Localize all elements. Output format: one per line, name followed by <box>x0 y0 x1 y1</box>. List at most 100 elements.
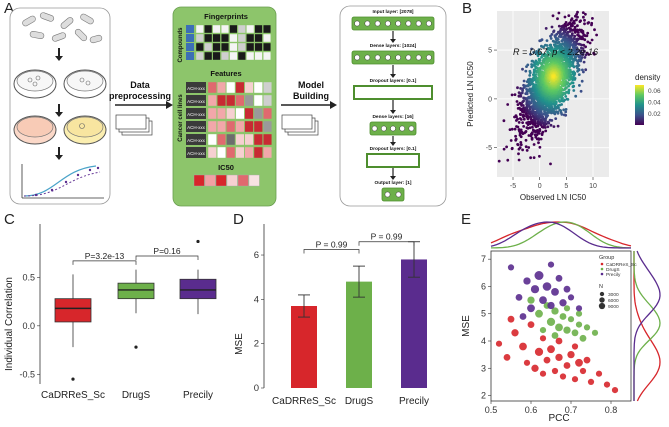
density-point <box>497 159 501 163</box>
density-point <box>558 103 562 107</box>
y-tick-label: 7 <box>481 254 486 264</box>
legend-group-label: Precily <box>606 272 621 278</box>
density-point <box>527 134 531 137</box>
comparison-bracket <box>135 255 199 260</box>
cell-line-row-marker <box>186 134 206 145</box>
fingerprint-cell <box>195 51 204 61</box>
density-point <box>538 154 541 158</box>
layer-box <box>351 16 435 31</box>
feature-cell <box>263 120 273 133</box>
density-point <box>554 110 558 113</box>
density-point <box>519 128 523 132</box>
preprocessing-label-line1: Data <box>130 80 151 90</box>
density-point <box>524 130 528 133</box>
density-point <box>531 131 534 135</box>
legend-size-label: 3000 <box>608 292 619 298</box>
y-axis: 0 2 4 6 <box>254 224 265 394</box>
comparison-bracket <box>72 260 137 265</box>
density-point <box>572 89 576 92</box>
density-point <box>537 48 541 52</box>
density-point <box>532 51 536 54</box>
fingerprint-cell <box>229 42 238 52</box>
density-point <box>506 103 510 106</box>
fingerprint-cell <box>212 24 221 34</box>
feature-cell <box>253 146 263 159</box>
density-point <box>571 45 575 49</box>
density-point <box>522 117 526 121</box>
arrow-head-icon <box>330 101 337 109</box>
density-point <box>545 39 549 42</box>
density-points <box>497 10 598 166</box>
density-point <box>576 66 579 70</box>
density-point <box>533 100 536 103</box>
density-point <box>509 139 513 142</box>
density-point <box>573 21 576 25</box>
density-point <box>582 70 585 74</box>
bubble-point <box>547 345 555 354</box>
y-tick-label: 2 <box>254 339 259 350</box>
density-point <box>556 17 559 21</box>
y-axis-label: MSE <box>461 315 472 337</box>
fingerprint-cell <box>229 24 238 34</box>
density-point <box>593 28 596 32</box>
bubble-point <box>611 386 619 394</box>
bubble-point <box>559 299 567 307</box>
feature-cell <box>207 120 217 133</box>
density-point <box>534 135 538 139</box>
x-tick-label: 0 <box>538 183 542 190</box>
box <box>117 282 155 300</box>
fingerprint-cell <box>237 42 246 52</box>
marginal-density-curve <box>491 221 632 249</box>
dropout-box <box>366 153 420 168</box>
top-marginal-density <box>490 221 632 249</box>
density-point <box>575 37 579 41</box>
fingerprints-title: Fingerprints <box>204 12 248 21</box>
bubble-point <box>563 362 571 369</box>
density-point <box>519 118 523 121</box>
density-point <box>531 125 534 129</box>
density-point <box>553 45 557 48</box>
density-point <box>508 128 512 131</box>
density-point <box>558 108 562 112</box>
density-point <box>554 117 558 120</box>
bubble-point <box>567 316 575 323</box>
density-point <box>564 86 567 90</box>
density-point <box>519 143 523 147</box>
density-point <box>584 12 587 16</box>
density-point <box>549 162 552 166</box>
bubble-point <box>507 315 515 323</box>
density-point <box>573 25 577 29</box>
density-point <box>552 74 555 78</box>
density-point <box>545 44 549 47</box>
bubble-point <box>534 347 544 357</box>
preprocessing-label-line2: preprocessing <box>109 91 171 101</box>
density-point <box>582 15 585 19</box>
density-point <box>565 97 569 101</box>
density-point <box>522 99 525 103</box>
colorbar-tick-label: 0.04 <box>648 100 661 107</box>
p-value-label: P=3.2e-13 <box>85 251 125 261</box>
density-point <box>529 52 532 56</box>
ic50-title: IC50 <box>218 163 234 172</box>
density-point <box>531 79 534 83</box>
feature-cell <box>244 133 254 146</box>
bubble-point <box>519 342 527 351</box>
density-point <box>571 61 575 65</box>
cell-line-row-label: ACH-xxx <box>187 138 205 143</box>
outlier-point <box>134 345 138 349</box>
density-point <box>568 82 572 86</box>
density-point <box>564 24 568 28</box>
neuron-node <box>399 125 406 132</box>
bubble-point <box>571 329 579 337</box>
compound-pills-icon <box>22 12 103 44</box>
density-point <box>588 41 592 45</box>
density-point <box>540 125 544 129</box>
x-tick-label: 5 <box>564 183 568 190</box>
bubble-point <box>555 353 563 362</box>
comparison-brackets: P = 0.99 P = 0.99 <box>303 232 415 254</box>
density-point <box>539 39 543 42</box>
density-point <box>528 126 532 130</box>
feature-cell <box>253 133 263 146</box>
density-point <box>517 158 521 162</box>
density-point <box>546 125 550 129</box>
